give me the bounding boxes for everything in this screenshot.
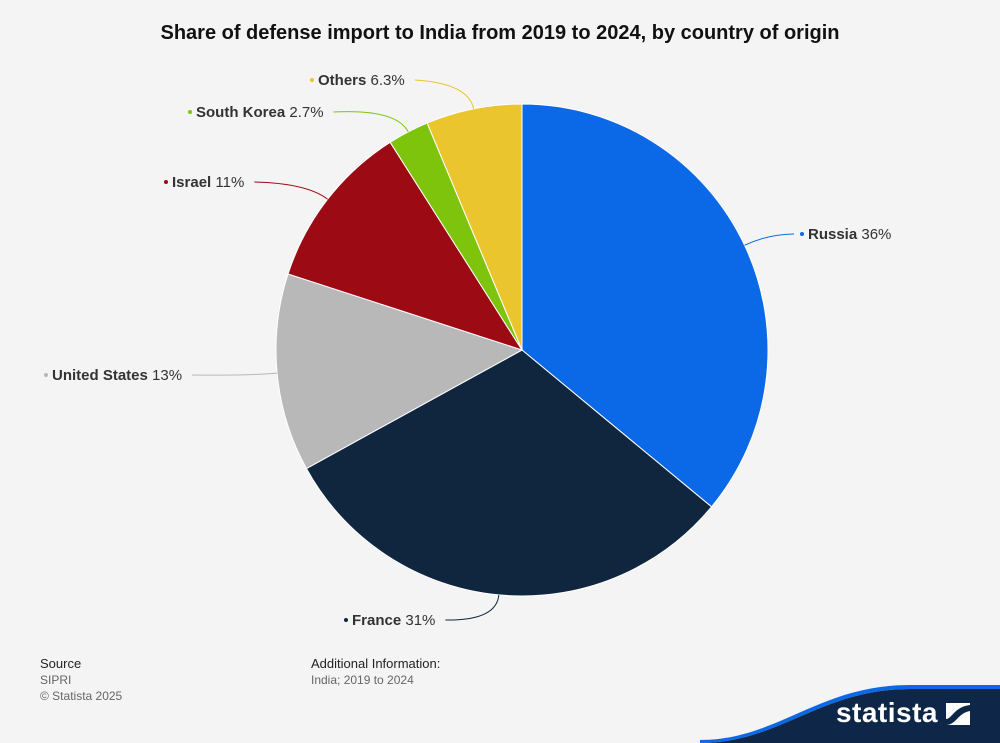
connector-others xyxy=(414,79,475,109)
legend-dot-others xyxy=(310,78,314,82)
pie-slice-france[interactable] xyxy=(305,349,713,597)
label-united-states: United States 13% xyxy=(44,367,182,384)
brand-banner xyxy=(700,685,1000,743)
data-label-others: Others 6.3% xyxy=(318,72,405,89)
label-others: Others 6.3% xyxy=(310,72,405,89)
copyright: © Statista 2025 xyxy=(40,689,123,703)
label-israel: Israel 11% xyxy=(164,174,244,191)
connector-south-korea xyxy=(333,111,409,133)
label-south-korea: South Korea 2.7% xyxy=(188,104,324,121)
label-russia: Russia 36% xyxy=(800,226,891,243)
data-label-united-states: United States 13% xyxy=(52,367,182,384)
connector-israel xyxy=(254,181,328,200)
chart-title: Share of defense import to India from 20… xyxy=(160,22,840,44)
connector-france xyxy=(445,594,500,621)
info-text: India; 2019 to 2024 xyxy=(311,673,414,687)
legend-dot-israel xyxy=(164,180,168,184)
source-block: Source SIPRI © Statista 2025 xyxy=(40,656,122,704)
statista-logo[interactable]: statista xyxy=(835,697,938,728)
legend-dot-russia xyxy=(800,232,804,236)
connector-russia xyxy=(744,233,795,246)
statista-logo-icon xyxy=(946,703,970,725)
data-label-south-korea: South Korea 2.7% xyxy=(196,104,324,121)
legend-dot-united-states xyxy=(44,373,48,377)
label-france: France 31% xyxy=(344,612,435,629)
data-label-israel: Israel 11% xyxy=(172,174,244,191)
pie-slice-united-states[interactable] xyxy=(275,273,524,470)
pie-slice-others[interactable] xyxy=(426,103,523,351)
legend-dot-france xyxy=(344,618,348,622)
source-name[interactable]: SIPRI xyxy=(40,673,72,687)
connector-united-states xyxy=(192,372,278,376)
legend-dot-south-korea xyxy=(188,110,192,114)
pie-slice-russia[interactable] xyxy=(521,103,769,508)
data-label-russia: Russia 36% xyxy=(808,226,891,243)
info-heading: Additional Information: xyxy=(311,656,441,671)
source-heading: Source xyxy=(40,656,82,671)
additional-info-block: Additional Information: India; 2019 to 2… xyxy=(311,656,440,688)
data-label-france: France 31% xyxy=(352,612,435,629)
